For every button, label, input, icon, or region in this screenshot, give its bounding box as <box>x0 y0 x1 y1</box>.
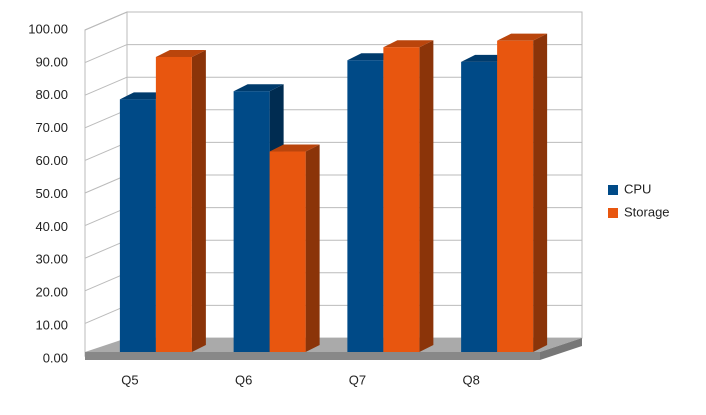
bar-front <box>383 47 420 352</box>
legend-label: CPU <box>624 181 651 196</box>
bar <box>155 49 206 352</box>
bar-front <box>347 60 384 352</box>
grid-line-side <box>84 76 128 96</box>
y-tick-label: 90.00 <box>35 54 68 69</box>
x-tick-label: Q8 <box>462 372 479 387</box>
bar-front <box>233 91 270 352</box>
bar <box>269 144 320 352</box>
bar-front <box>119 99 156 352</box>
x-tick-label: Q5 <box>121 372 138 387</box>
y-tick-label: 70.00 <box>35 120 68 135</box>
bar-front <box>269 151 306 352</box>
legend-label: Storage <box>624 204 670 219</box>
bar-top <box>497 33 548 41</box>
legend-swatch <box>608 185 618 195</box>
y-tick-label: 100.00 <box>28 21 68 36</box>
bar-front <box>461 61 498 353</box>
bar-top <box>269 144 320 152</box>
bar-top <box>155 49 206 57</box>
y-tick-label: 60.00 <box>35 153 68 168</box>
bar-front <box>155 56 192 352</box>
floor <box>85 338 582 352</box>
x-tick-label: Q7 <box>349 372 366 387</box>
x-tick-label: Q6 <box>235 372 252 387</box>
floor-edge <box>85 352 540 360</box>
y-tick-label: 20.00 <box>35 285 68 300</box>
bar-side <box>533 33 548 353</box>
y-tick-label: 10.00 <box>35 318 68 333</box>
y-tick-label: 40.00 <box>35 219 68 234</box>
grid-line-side <box>84 11 128 31</box>
y-tick-label: 80.00 <box>35 87 68 102</box>
bar-front <box>497 40 534 353</box>
floor-side <box>540 338 582 360</box>
bar <box>383 40 434 352</box>
bar-side <box>191 49 206 352</box>
y-tick-label: 0.00 <box>43 350 68 365</box>
bar-top <box>383 40 434 48</box>
bar-top <box>233 84 284 92</box>
y-tick-label: 50.00 <box>35 186 68 201</box>
bar <box>497 33 548 353</box>
grid-line-side <box>84 44 128 64</box>
bar-side <box>305 144 320 352</box>
y-tick-label: 30.00 <box>35 252 68 267</box>
bar-side <box>419 40 434 352</box>
legend-swatch <box>608 208 618 218</box>
